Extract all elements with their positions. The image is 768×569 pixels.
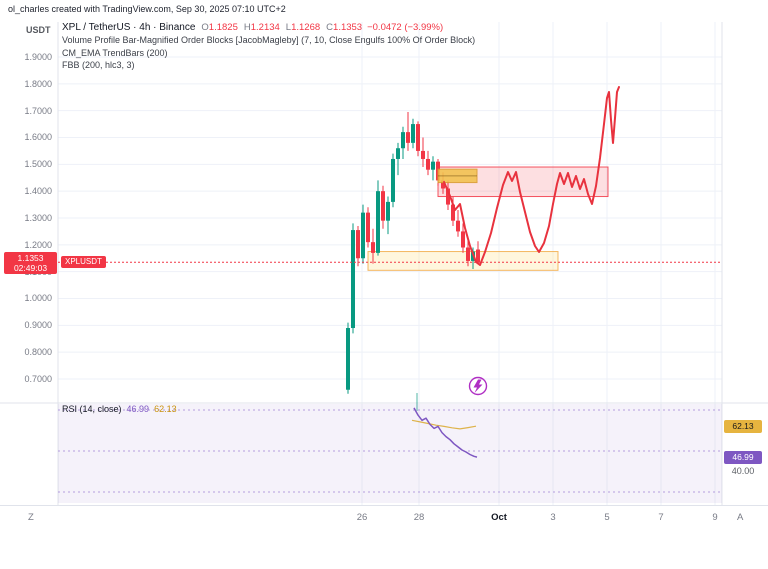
price-tick-label: 1.7000 — [24, 105, 52, 116]
price-tick-label: 1.2000 — [24, 239, 52, 250]
price-axis-currency-label: USDT — [26, 25, 51, 35]
volume-profile-mark — [416, 393, 418, 411]
rsi-legend[interactable]: RSI (14, close) 46.99 62.13 — [62, 404, 177, 414]
current-price-badge: 1.1353 02:49:03 — [4, 252, 57, 274]
candle-body — [406, 132, 410, 143]
candle-body — [366, 212, 370, 243]
close-label: C — [326, 22, 334, 33]
time-tick-label: 5 — [604, 512, 610, 523]
price-tick-label: 1.0000 — [24, 293, 52, 304]
candle-body — [411, 124, 415, 143]
axis-right-corner-label: A — [737, 512, 744, 523]
rsi-upper-badge: 62.13 — [724, 420, 762, 433]
candle-body — [441, 180, 445, 189]
attribution-text: ol_charles created with TradingView.com,… — [8, 4, 286, 14]
rsi-level-label: 40.00 — [731, 466, 755, 476]
candle-body — [401, 132, 405, 149]
change-value: −0.0472 (−3.99%) — [367, 22, 444, 33]
price-tick-label: 1.5000 — [24, 159, 52, 170]
open-value: 1.1825 — [208, 22, 238, 33]
price-tick-label: 0.7000 — [24, 373, 52, 384]
candle-body — [391, 158, 395, 202]
price-tick-label: 0.8000 — [24, 347, 52, 358]
rsi-ma-line — [411, 419, 477, 430]
current-price-value: 1.1353 — [17, 253, 44, 263]
close-value: 1.1353 — [333, 22, 363, 33]
price-tick-label: 1.4000 — [24, 186, 52, 197]
candle-body — [476, 249, 480, 263]
symbol-title: XPL / TetherUS · 4h · Binance — [62, 22, 196, 33]
time-axis[interactable]: Z A 26 28 Oct 3 5 7 9 — [0, 505, 768, 528]
candle-body — [356, 230, 360, 259]
candle-body — [456, 220, 460, 232]
symbol-price-tag: XPLUSDT — [61, 256, 106, 268]
candle-body — [376, 191, 380, 253]
candle-body — [461, 231, 465, 248]
bar-countdown: 02:49:03 — [13, 263, 48, 273]
time-tick-label: 28 — [413, 512, 425, 523]
candle-body — [446, 188, 450, 205]
price-tick-label: 1.8000 — [24, 78, 52, 89]
rsi-current-badge: 46.99 — [724, 451, 762, 464]
candle-body — [451, 204, 455, 221]
rsi-ma-value: 62.13 — [154, 404, 177, 414]
symbol-row[interactable]: XPL / TetherUS · 4h · Binance O1.1825 H1.2… — [62, 21, 475, 34]
rsi-value: 46.99 — [126, 404, 150, 414]
order-block[interactable] — [437, 168, 478, 184]
indicator-row-volume-profile[interactable]: Volume Profile Bar-Magnified Order Block… — [62, 35, 476, 45]
candle-body — [351, 230, 355, 329]
indicator-row-fbb[interactable]: FBB (200, hlc3, 3) — [62, 60, 135, 70]
rsi-band-fill — [58, 404, 722, 503]
low-value: 1.1268 — [291, 22, 321, 33]
axis-left-corner-label: Z — [28, 512, 34, 523]
candle-body — [371, 242, 375, 253]
price-tick-label: 1.9000 — [24, 52, 52, 62]
time-tick-label: 3 — [550, 512, 556, 523]
time-tick-label: 7 — [658, 512, 664, 523]
candle-body — [466, 247, 470, 261]
price-tick-label: 1.3000 — [24, 212, 52, 223]
rsi-title: RSI (14, close) — [62, 404, 122, 414]
chart-legend: XPL / TetherUS · 4h · Binance O1.1825 H1.2… — [62, 21, 475, 72]
candle-body — [421, 150, 425, 159]
candle-body — [426, 158, 430, 170]
candle-body — [416, 124, 420, 151]
price-projection-drawing[interactable] — [443, 86, 620, 266]
indicator-row-cm-ema[interactable]: CM_EMA TrendBars (200) — [62, 47, 168, 58]
rsi-line — [413, 407, 478, 458]
lightning-reaction-icon[interactable] — [468, 376, 488, 396]
time-tick-label: Oct — [491, 512, 507, 523]
price-tick-label: 1.6000 — [24, 132, 52, 143]
low-label: L — [285, 22, 292, 33]
candle-body — [386, 201, 390, 221]
high-value: 1.2134 — [250, 22, 280, 33]
time-tick-label: 26 — [356, 512, 368, 523]
footer-bar: TradingView — [0, 527, 768, 569]
candle-body — [431, 161, 435, 170]
time-tick-label: 9 — [712, 512, 718, 523]
candle-body — [346, 328, 350, 390]
candle-body — [361, 212, 365, 259]
open-label: O — [201, 22, 209, 33]
high-label: H — [243, 22, 251, 33]
price-tick-label: 0.9000 — [24, 320, 52, 331]
candle-body — [396, 148, 400, 159]
candle-body — [381, 191, 385, 221]
demand-zone[interactable] — [367, 251, 559, 271]
